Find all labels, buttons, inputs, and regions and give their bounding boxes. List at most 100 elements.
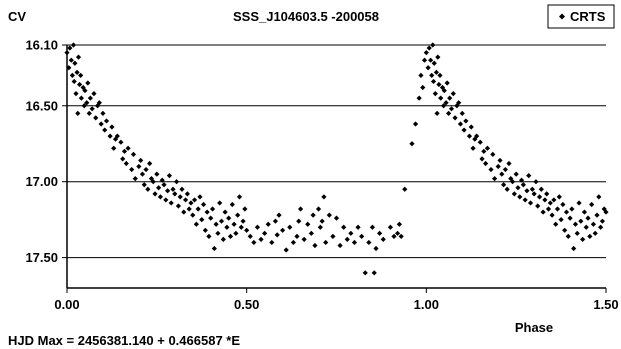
data-point <box>333 215 340 221</box>
data-point <box>71 78 77 85</box>
data-point <box>409 141 415 147</box>
data-point <box>337 242 343 249</box>
data-point <box>220 236 226 242</box>
data-point <box>182 197 189 203</box>
data-point <box>208 215 214 221</box>
data-point <box>592 230 598 236</box>
data-point <box>321 194 327 200</box>
data-point <box>359 233 365 239</box>
data-point <box>468 124 474 130</box>
data-point <box>472 136 478 142</box>
data-point <box>463 118 469 124</box>
data-point <box>258 236 264 242</box>
data-point <box>581 209 588 215</box>
data-point <box>165 188 171 194</box>
data-point <box>173 179 180 185</box>
data-point <box>98 121 104 127</box>
legend-label: CRTS <box>570 9 606 24</box>
data-point <box>443 100 449 106</box>
data-point <box>247 233 253 239</box>
data-point <box>197 194 203 200</box>
data-point <box>380 236 386 242</box>
data-point <box>436 81 442 88</box>
x-axis-label: Phase <box>515 320 553 335</box>
data-point <box>190 212 196 218</box>
data-point <box>490 151 496 157</box>
data-point <box>67 45 73 51</box>
data-point <box>166 173 173 179</box>
data-point <box>459 110 465 116</box>
data-point <box>425 65 431 71</box>
data-point <box>251 239 257 246</box>
data-point <box>326 212 332 218</box>
data-point <box>238 224 244 230</box>
data-point <box>454 103 460 109</box>
data-point <box>262 230 268 236</box>
x-tick-label: 1.50 <box>593 297 618 312</box>
data-point <box>447 95 453 101</box>
data-point <box>431 60 437 66</box>
data-point <box>276 212 282 218</box>
y-tick-label: 17.50 <box>25 250 58 265</box>
gridlines <box>67 105 606 259</box>
x-tick-labels: 0.00 0.50 1.00 1.50 <box>54 297 618 312</box>
data-point <box>218 218 225 224</box>
data-point <box>594 212 600 218</box>
data-point <box>156 185 162 191</box>
data-point <box>538 186 544 192</box>
data-point <box>136 163 142 170</box>
data-point <box>191 197 198 203</box>
data-points <box>64 42 609 276</box>
data-point <box>315 206 322 212</box>
data-point <box>132 176 138 182</box>
data-point <box>576 200 582 206</box>
footnote-ephemeris: HJD Max = 2456381.140 + 0.466587 *E <box>8 333 240 348</box>
data-point <box>296 218 302 224</box>
data-point <box>544 191 550 197</box>
data-point <box>344 236 350 242</box>
data-point <box>554 206 561 212</box>
data-point <box>272 218 279 224</box>
data-point <box>474 133 480 139</box>
data-point <box>556 194 562 200</box>
data-point <box>73 91 79 97</box>
data-point <box>497 157 503 164</box>
data-point <box>100 110 106 116</box>
data-point <box>323 239 329 246</box>
data-point <box>596 194 602 200</box>
data-point <box>138 157 144 164</box>
data-point <box>274 232 280 238</box>
data-point <box>433 69 439 75</box>
data-point <box>603 209 609 215</box>
data-point <box>89 106 95 112</box>
data-point <box>504 186 510 192</box>
data-point <box>81 103 87 109</box>
data-point <box>143 166 149 173</box>
data-point <box>560 201 566 208</box>
data-point <box>441 87 447 94</box>
data-point <box>479 156 485 162</box>
data-point <box>531 191 537 197</box>
data-point <box>421 57 428 63</box>
data-point <box>572 221 579 227</box>
data-point <box>283 247 289 253</box>
data-point <box>499 171 505 177</box>
data-point <box>540 209 546 215</box>
data-point <box>188 200 194 206</box>
data-point <box>526 173 532 179</box>
data-point <box>423 49 429 56</box>
data-point <box>114 133 120 139</box>
data-point <box>549 212 555 218</box>
data-point <box>330 233 336 239</box>
data-point <box>157 194 164 200</box>
data-point <box>168 200 174 206</box>
data-point <box>209 206 216 212</box>
data-point <box>130 151 137 157</box>
data-point <box>85 80 91 86</box>
data-point <box>599 218 606 224</box>
data-point <box>93 115 99 121</box>
data-point <box>109 124 115 130</box>
data-point <box>236 194 243 200</box>
data-point <box>177 194 183 200</box>
data-point <box>317 224 323 230</box>
